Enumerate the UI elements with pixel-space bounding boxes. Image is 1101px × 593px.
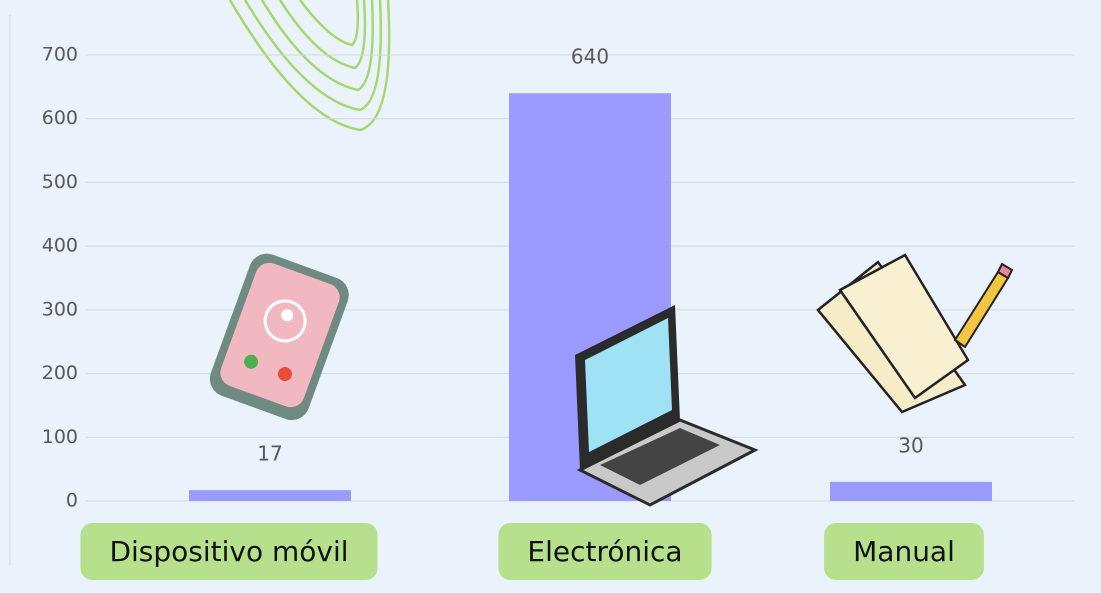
y-tick-label: 300 (42, 298, 78, 320)
y-tick-label: 600 (42, 107, 78, 129)
y-tick-label: 0 (66, 490, 78, 512)
value-label: 640 (571, 45, 609, 69)
y-tick-label: 100 (42, 426, 78, 448)
bar (830, 482, 992, 501)
x-tick-label: Dispositivo móvil (109, 535, 348, 568)
chart: 0 100 200 300 400 500 600 700 17 640 30 Dispositiv… (0, 0, 1101, 593)
y-tick-label: 700 (42, 44, 78, 66)
y-tick-label: 200 (42, 362, 78, 384)
category-labels: Dispositivo móvil Electrónica Manual (80, 523, 983, 580)
value-label: 30 (898, 433, 923, 457)
x-tick-label: Manual (853, 535, 955, 568)
x-tick-label: Electrónica (527, 535, 682, 568)
y-tick-label: 400 (42, 235, 78, 257)
bar (189, 490, 351, 501)
value-label: 17 (257, 442, 282, 466)
y-tick-label: 500 (42, 171, 78, 193)
